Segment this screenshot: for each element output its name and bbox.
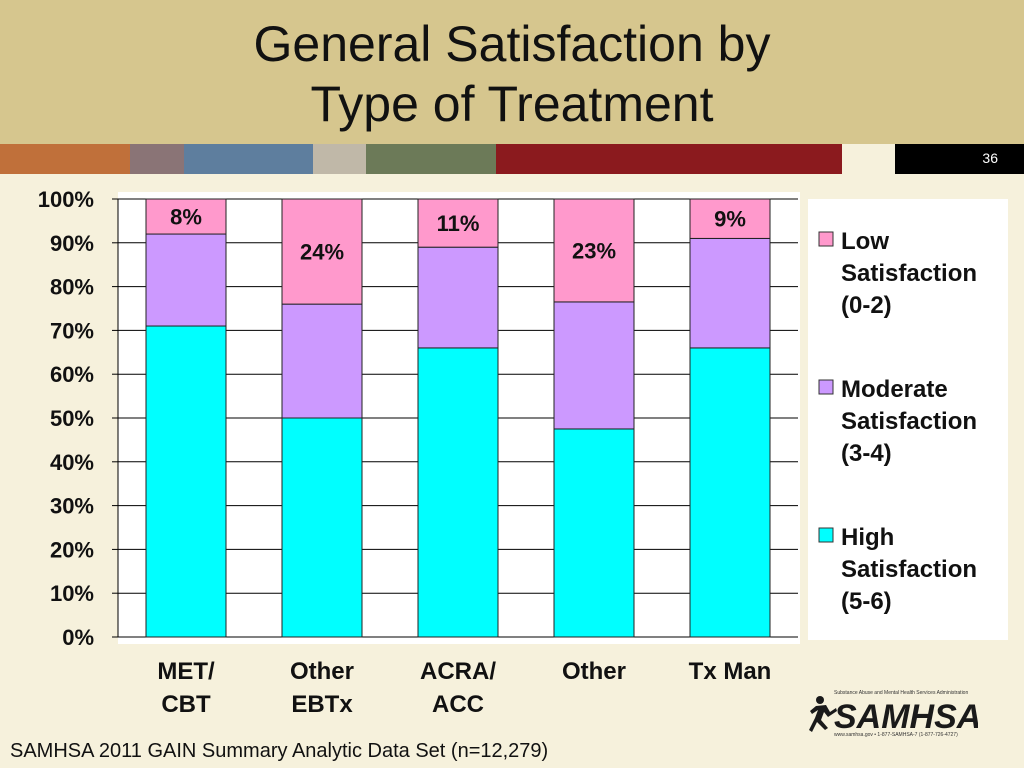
y-tick-label: 20% <box>50 537 94 562</box>
title-line-2: Type of Treatment <box>310 76 714 132</box>
source-note: SAMHSA 2011 GAIN Summary Analytic Data S… <box>10 740 549 762</box>
data-label: 23% <box>572 238 616 263</box>
data-label: 24% <box>300 240 344 265</box>
y-tick-label: 80% <box>50 275 94 300</box>
y-tick-label: 100% <box>38 187 94 212</box>
samhsa-contact: www.samhsa.gov • 1-877-SAMHSA-7 (1-877-7… <box>834 732 958 738</box>
bar-segment <box>281 303 363 419</box>
x-tick-label: Tx Man <box>689 658 772 685</box>
strip-segment <box>842 144 895 174</box>
runner-figure-icon <box>809 696 837 732</box>
bar-segment <box>281 417 363 638</box>
strip-segment <box>313 144 366 174</box>
legend-swatch <box>818 379 834 395</box>
x-tick-label: Other <box>562 658 626 685</box>
samhsa-tagline: Substance Abuse and Mental Health Servic… <box>834 690 969 696</box>
legend-swatch <box>818 527 834 543</box>
data-label: 11% <box>437 211 480 236</box>
legend-label: (0-2) <box>841 292 892 319</box>
x-tick-label: ACRA/ <box>420 658 496 685</box>
data-label: 8% <box>170 205 202 230</box>
slide-title: General Satisfaction by Type of Treatmen… <box>0 14 1024 134</box>
bar-segment <box>417 347 499 638</box>
legend-label: Satisfaction <box>841 556 977 583</box>
y-tick-label: 30% <box>50 494 94 519</box>
bar-segment <box>145 325 227 638</box>
bar-segment <box>553 428 635 638</box>
x-tick-label: MET/ <box>157 658 215 685</box>
y-tick-label: 70% <box>50 318 94 343</box>
bar-segment <box>145 198 227 235</box>
bar-segment <box>145 233 227 327</box>
strip-segment <box>496 144 842 174</box>
y-tick-label: 10% <box>50 581 94 606</box>
data-label: 9% <box>714 207 746 232</box>
strip-segment <box>184 144 313 174</box>
bar-segment <box>281 198 363 305</box>
bar-segment <box>417 198 499 248</box>
stacked-bar-chart: 0% 10% 20% 30% 40% 50% 60% 70% 80% 90% 100% 8% MET/C… <box>38 187 1008 718</box>
bar-segment <box>417 246 499 349</box>
legend-label: Moderate <box>841 376 948 403</box>
x-tick-label: ACC <box>432 691 484 718</box>
samhsa-wordmark: SAMHSA <box>834 698 978 736</box>
y-tick-label: 90% <box>50 231 94 256</box>
y-tick-label: 50% <box>50 406 94 431</box>
legend-label: Low <box>841 228 889 255</box>
strip-segment <box>0 144 130 174</box>
strip-segment <box>366 144 496 174</box>
y-tick-label: 60% <box>50 362 94 387</box>
legend-label: (3-4) <box>841 440 892 467</box>
legend-box <box>808 199 1008 640</box>
y-tick-label: 0% <box>62 625 94 650</box>
bar-segment <box>689 198 771 239</box>
x-tick-label: Other <box>290 658 354 685</box>
x-tick-label: CBT <box>161 691 211 718</box>
bar-segment <box>689 237 771 349</box>
title-band <box>0 0 1024 144</box>
title-line-1: General Satisfaction by <box>253 16 771 72</box>
bar-segment <box>689 347 771 638</box>
legend-label: Satisfaction <box>841 408 977 435</box>
legend-label: Satisfaction <box>841 260 977 287</box>
legend-label: High <box>841 524 894 551</box>
bar-segment <box>553 301 635 430</box>
samhsa-logo: SAMHSA <box>809 696 978 736</box>
x-tick-label: EBTx <box>291 691 353 718</box>
strip-segment <box>130 144 184 174</box>
decorative-color-strip <box>0 144 1024 174</box>
legend-swatch <box>818 231 834 247</box>
slide-number: 36 <box>982 150 998 166</box>
y-tick-label: 40% <box>50 450 94 475</box>
bar-segment <box>553 198 635 303</box>
legend-label: (5-6) <box>841 588 892 615</box>
strip-segment <box>895 144 1024 174</box>
